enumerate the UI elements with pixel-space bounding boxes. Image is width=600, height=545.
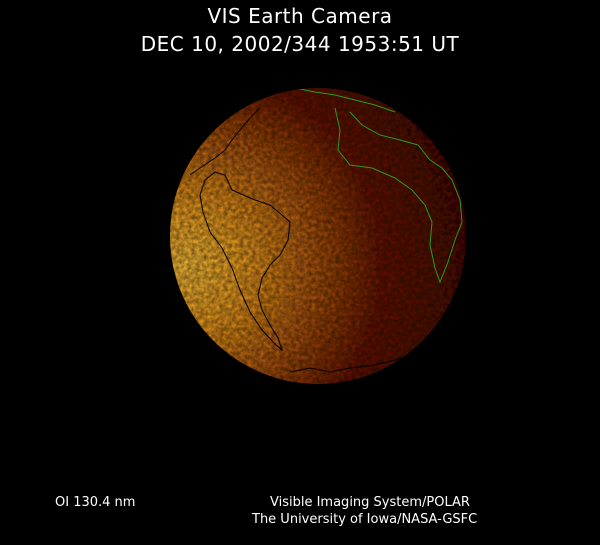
credit-institution: The University of Iowa/NASA-GSFC bbox=[252, 512, 478, 527]
coastline-africa bbox=[334, 107, 463, 284]
image-timestamp: DEC 10, 2002/344 1953:51 UT bbox=[140, 32, 460, 56]
image-title: VIS Earth Camera bbox=[207, 4, 393, 28]
coastline-antarctica bbox=[289, 355, 411, 373]
earth-disc bbox=[170, 88, 466, 384]
coastline-south-america bbox=[199, 171, 291, 352]
limb-shadow bbox=[183, 319, 296, 387]
coastline-central-america bbox=[189, 107, 261, 176]
wavelength-label: OI 130.4 nm bbox=[55, 495, 136, 510]
credit-instrument: Visible Imaging System/POLAR bbox=[270, 495, 470, 510]
